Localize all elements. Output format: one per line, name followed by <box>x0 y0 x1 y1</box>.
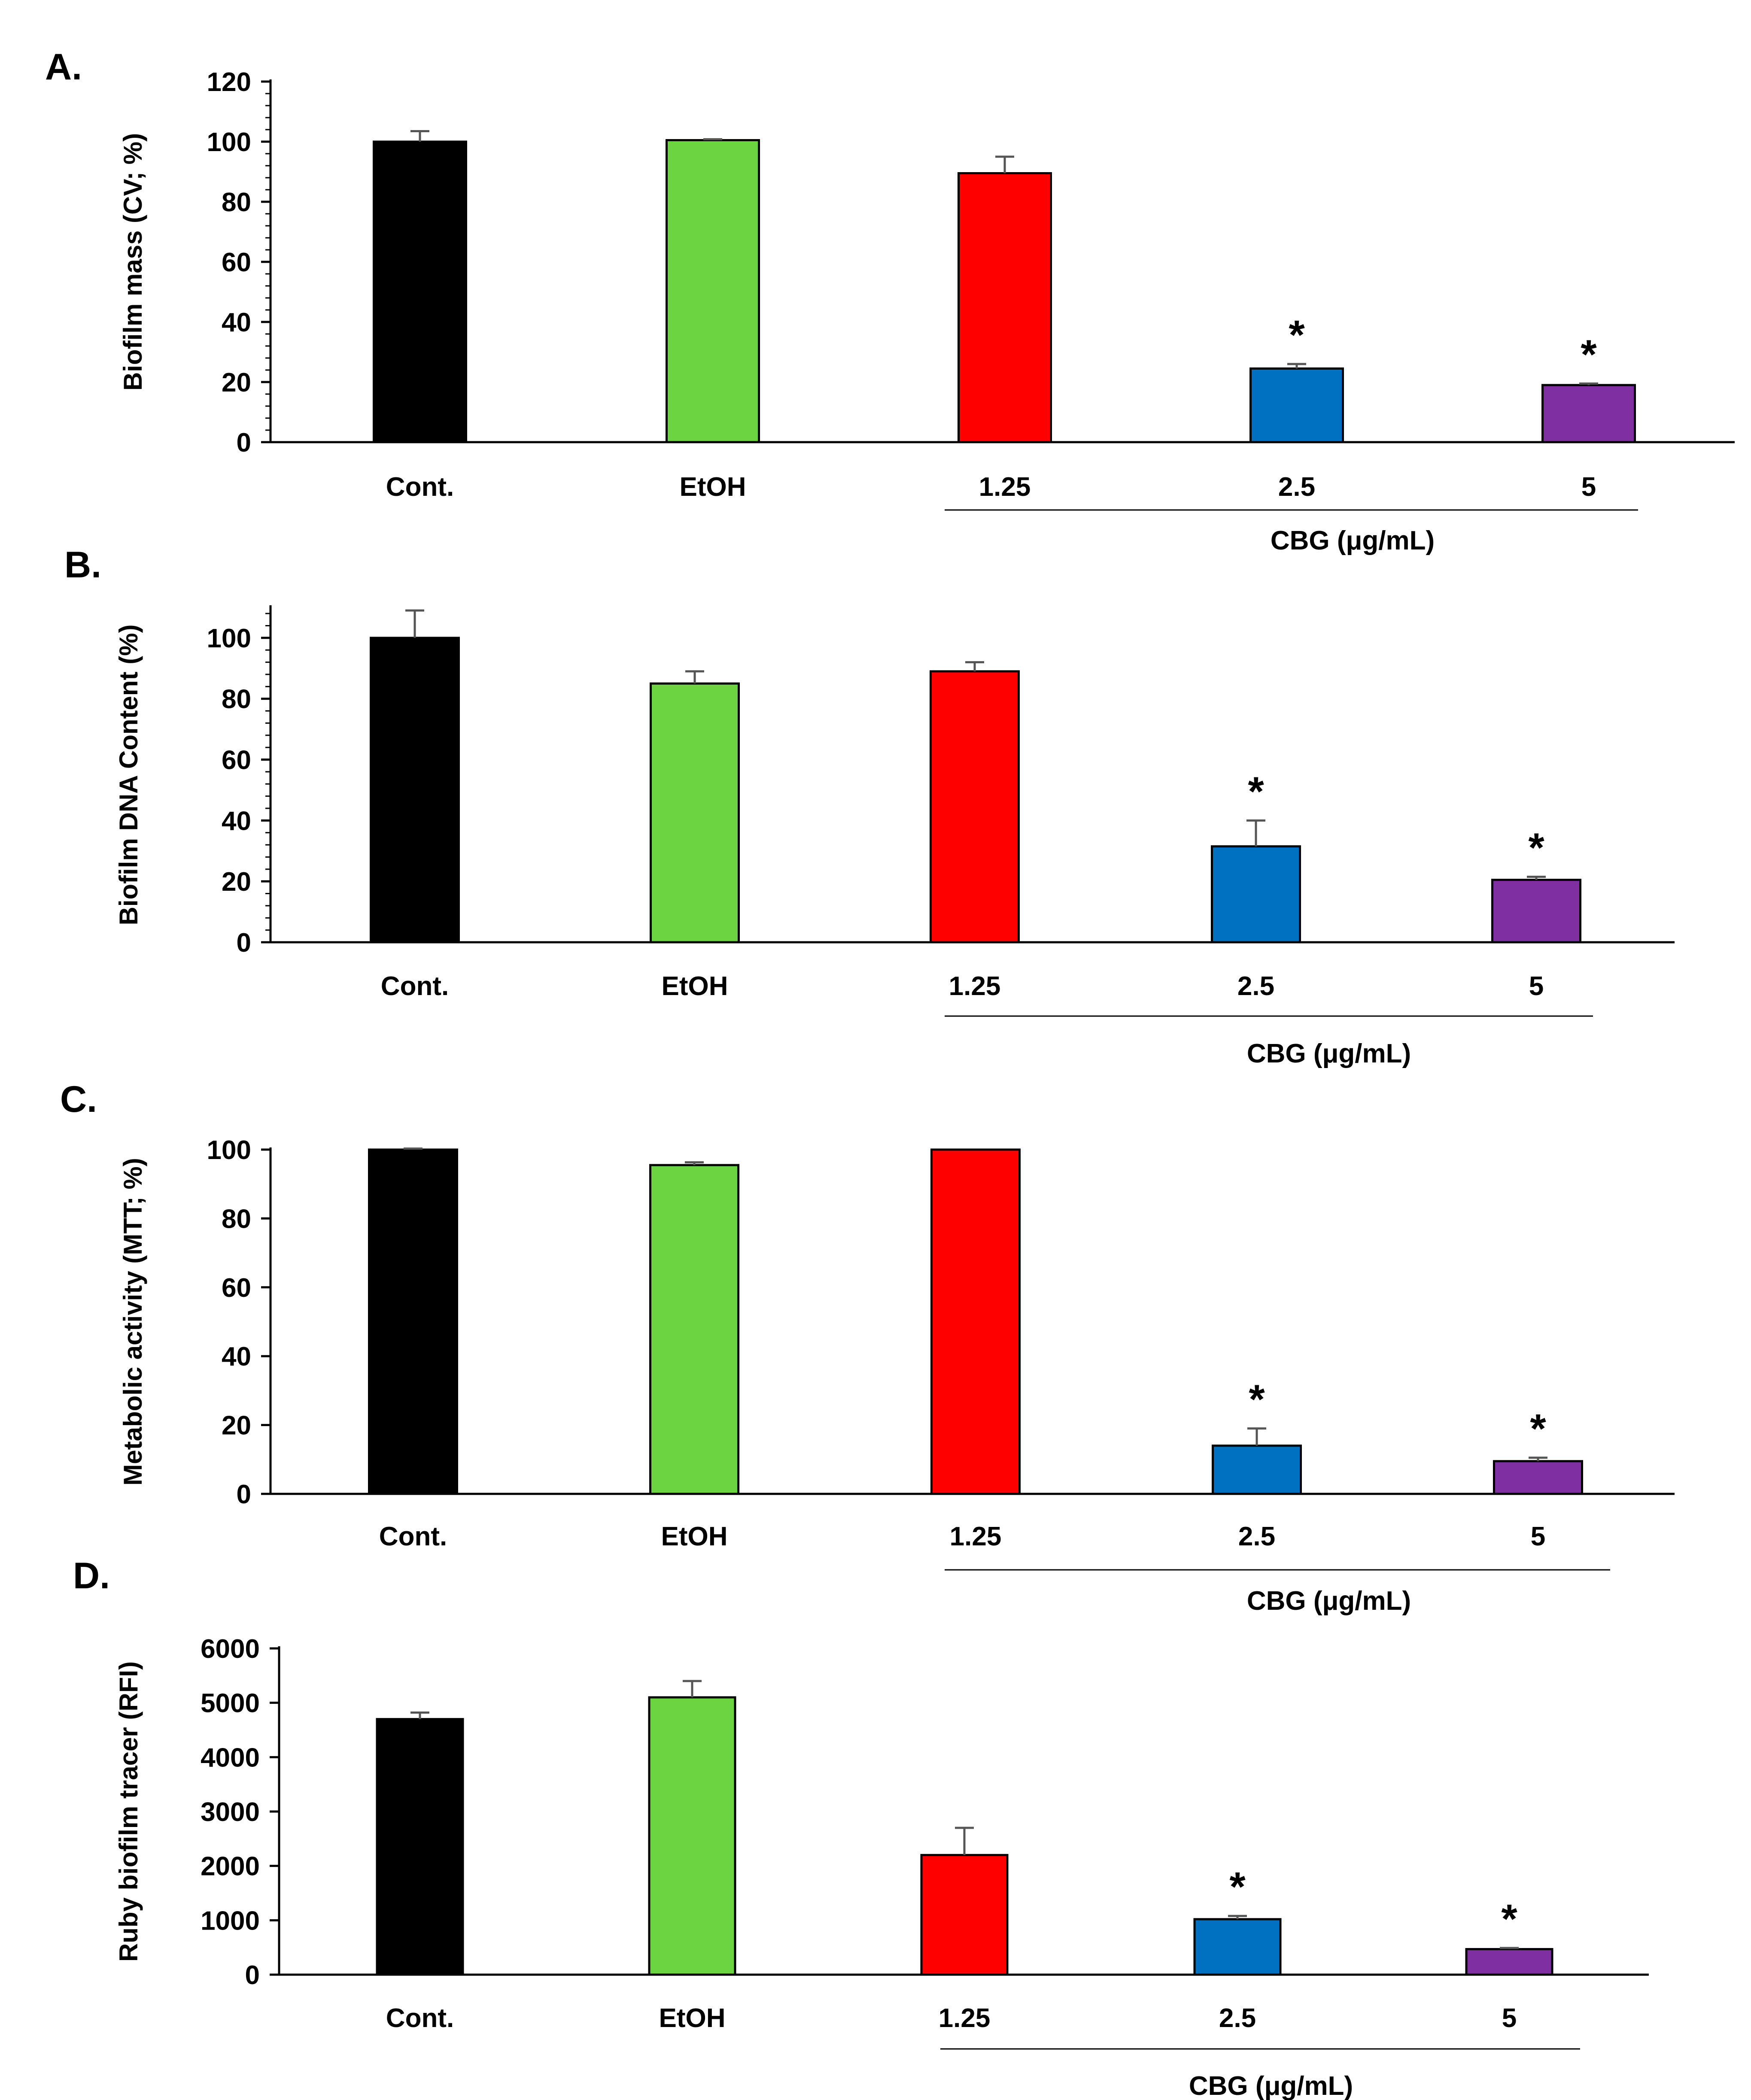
panel-label: D. <box>73 1555 110 1596</box>
y-tick-label: 40 <box>222 1342 251 1372</box>
y-tick-label: 40 <box>222 308 251 337</box>
y-tick-label: 2000 <box>201 1852 260 1882</box>
bar-1 <box>370 637 460 944</box>
panel-label: A. <box>45 46 82 88</box>
y-tick-label: 20 <box>222 1411 251 1441</box>
bar-4 <box>1249 367 1344 443</box>
group-label: CBG (μg/mL) <box>1189 2071 1353 2100</box>
y-tick-label: 4000 <box>201 1743 260 1772</box>
significance-marker: * <box>1289 312 1305 358</box>
y-tick-label: 0 <box>237 928 251 958</box>
bar-2 <box>649 1164 739 1495</box>
y-axis-title: Biofilm DNA Content (%) <box>114 624 143 925</box>
x-tick-label: 2.5 <box>1219 2003 1256 2033</box>
bar-1 <box>373 140 467 443</box>
y-tick-label: 3000 <box>201 1797 260 1827</box>
bar-2 <box>650 682 740 944</box>
group-label: CBG (μg/mL) <box>1247 1586 1411 1616</box>
bar-1 <box>368 1148 458 1495</box>
x-tick-label: Cont. <box>381 971 449 1001</box>
bar-5 <box>1465 1948 1553 1976</box>
y-tick-label: 100 <box>207 624 251 653</box>
panel-label: B. <box>64 544 101 586</box>
y-tick-label: 20 <box>222 867 251 897</box>
x-tick-label: 1.25 <box>979 472 1031 502</box>
y-tick-label: 100 <box>207 127 251 157</box>
bar-4 <box>1211 845 1301 944</box>
bar-4 <box>1193 1918 1282 1976</box>
x-tick-label: EtOH <box>661 1522 728 1551</box>
bar-3 <box>958 172 1052 443</box>
significance-marker: * <box>1249 1377 1265 1423</box>
y-tick-label: 60 <box>222 248 251 277</box>
x-tick-label: Cont. <box>386 2003 454 2033</box>
significance-marker: * <box>1581 332 1597 378</box>
y-tick-label: 5000 <box>201 1689 260 1718</box>
bar-5 <box>1541 384 1636 443</box>
y-tick-label: 80 <box>222 1204 251 1234</box>
group-label: CBG (μg/mL) <box>1271 526 1435 555</box>
y-tick-label: 80 <box>222 188 251 217</box>
x-tick-label: 5 <box>1502 2003 1517 2033</box>
x-tick-label: EtOH <box>659 2003 726 2033</box>
y-tick-label: 20 <box>222 368 251 398</box>
x-tick-label: 1.25 <box>950 1522 1002 1551</box>
x-tick-label: 2.5 <box>1238 1522 1275 1551</box>
y-tick-label: 0 <box>237 428 251 458</box>
y-tick-label: 0 <box>245 1960 260 1990</box>
significance-marker: * <box>1229 1864 1246 1910</box>
x-tick-label: 1.25 <box>949 971 1001 1001</box>
chart-panel-a: A. Biofilm mass (CV; %) 0 20 40 60 80 100 120 Con… <box>45 46 1735 555</box>
bar-3 <box>920 1854 1009 1976</box>
y-tick-label: 0 <box>237 1480 251 1509</box>
x-tick-label: EtOH <box>662 971 728 1001</box>
y-tick-label: 60 <box>222 746 251 775</box>
y-tick-label: 6000 <box>201 1634 260 1664</box>
x-tick-label: 5 <box>1581 472 1596 502</box>
bar-2 <box>648 1696 736 1976</box>
bar-5 <box>1491 879 1581 944</box>
x-tick-label: 1.25 <box>939 2003 991 2033</box>
y-tick-label: 80 <box>222 685 251 714</box>
significance-marker: * <box>1530 1406 1546 1452</box>
x-tick-label: 5 <box>1531 1522 1545 1551</box>
x-tick-label: 2.5 <box>1278 472 1315 502</box>
x-tick-label: 2.5 <box>1237 971 1274 1001</box>
group-label: CBG (μg/mL) <box>1247 1039 1411 1068</box>
y-axis-title: Biofilm mass (CV; %) <box>119 133 147 391</box>
y-tick-label: 1000 <box>201 1906 260 1936</box>
x-tick-label: 5 <box>1529 971 1544 1001</box>
chart-panel-c: C. Metabolic activity (MTT; %) 0 20 40 60 80 10… <box>60 1079 1675 1616</box>
y-axis-title: Metabolic activity (MTT; %) <box>119 1158 147 1485</box>
bar-5 <box>1493 1460 1583 1495</box>
x-tick-label: EtOH <box>680 472 746 502</box>
panel-label: C. <box>60 1079 97 1120</box>
significance-marker: * <box>1248 768 1264 814</box>
bar-3 <box>930 670 1020 944</box>
significance-marker: * <box>1528 825 1544 871</box>
y-tick-label: 60 <box>222 1273 251 1303</box>
bar-2 <box>666 139 760 443</box>
bar-3 <box>930 1148 1021 1495</box>
y-axis-title: Ruby biofilm tracer (RFI) <box>114 1661 143 1962</box>
x-tick-label: Cont. <box>379 1522 447 1551</box>
chart-panel-d: D. Ruby biofilm tracer (RFI) 0 1000 2000 3000… <box>73 1555 1649 2100</box>
y-tick-label: 100 <box>207 1135 251 1165</box>
chart-panel-b: B. Biofilm DNA Content (%) 0 20 40 60 80 100 Con… <box>64 544 1675 1068</box>
bar-1 <box>376 1718 464 1976</box>
y-tick-label: 120 <box>207 67 251 97</box>
x-tick-label: Cont. <box>386 472 454 502</box>
y-tick-label: 40 <box>222 806 251 836</box>
significance-marker: * <box>1501 1896 1517 1942</box>
bar-4 <box>1212 1445 1302 1495</box>
